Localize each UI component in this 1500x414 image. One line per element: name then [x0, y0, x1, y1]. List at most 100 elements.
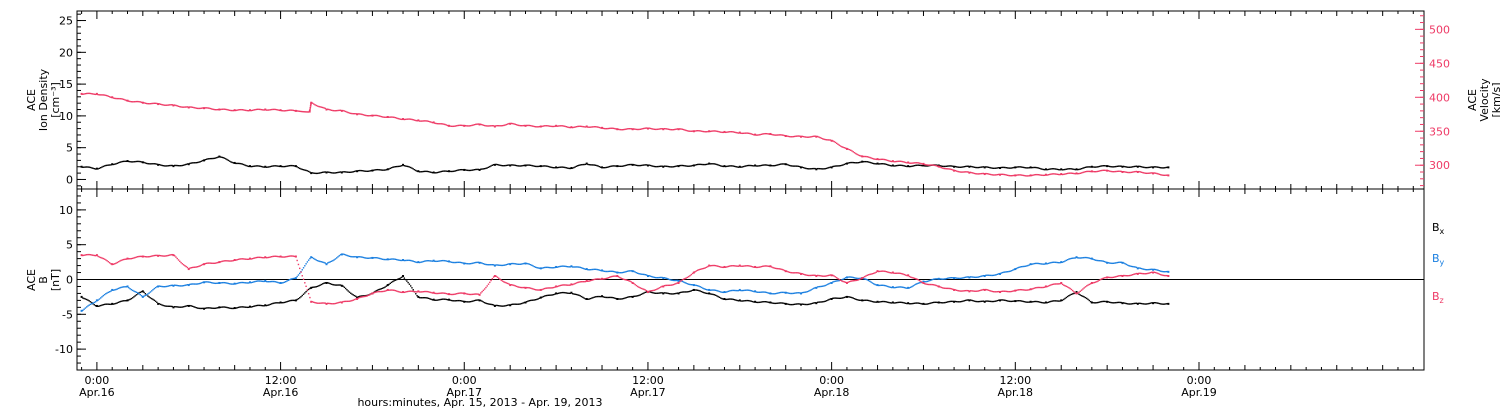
- By-point: [1110, 262, 1112, 264]
- velocity-point: [413, 119, 416, 121]
- density-point: [904, 165, 907, 167]
- Bx-point: [588, 298, 590, 300]
- By-point: [941, 278, 944, 280]
- By-point: [978, 276, 981, 278]
- density-point: [228, 160, 231, 162]
- By-point: [708, 288, 711, 291]
- density-point: [362, 170, 365, 172]
- Bx-point: [642, 292, 644, 295]
- density-point: [1028, 167, 1031, 169]
- velocity-point: [1125, 171, 1127, 173]
- Bx-point: [994, 300, 996, 303]
- Bx-point: [499, 305, 501, 307]
- velocity-point: [833, 140, 835, 143]
- Bz-point: [709, 265, 712, 267]
- By-point: [823, 285, 825, 287]
- By-point: [1147, 268, 1149, 271]
- density-point: [299, 167, 301, 170]
- velocity-point: [493, 125, 496, 128]
- Bz-point: [1142, 272, 1144, 275]
- Bz-point: [920, 280, 922, 283]
- Bx-point: [1149, 302, 1152, 304]
- Bz-point: [564, 284, 566, 286]
- density-point: [240, 163, 242, 165]
- legend-bz-subscript: z: [1440, 296, 1444, 305]
- density-point: [781, 163, 783, 165]
- Bz-point: [330, 303, 333, 305]
- velocity-point: [267, 109, 269, 111]
- density-point: [1115, 165, 1117, 168]
- velocity-point: [278, 109, 281, 112]
- velocity-point: [617, 128, 620, 131]
- Bx-point: [827, 299, 829, 301]
- Bx-point: [1093, 302, 1096, 304]
- By-point: [847, 276, 849, 278]
- By-point: [513, 262, 515, 265]
- Bz-point: [478, 293, 481, 296]
- Bx-point: [471, 300, 473, 303]
- density-point: [1003, 166, 1005, 169]
- Bz-point: [620, 277, 622, 279]
- Bz-point: [277, 255, 279, 258]
- By-point: [1123, 262, 1125, 264]
- density-point: [218, 155, 221, 158]
- Bx-point: [200, 307, 203, 310]
- Bz-point: [957, 289, 959, 292]
- density-point: [1008, 167, 1010, 169]
- density-point: [671, 166, 673, 168]
- By-point: [973, 276, 976, 278]
- By-point: [571, 266, 574, 268]
- Bz-point: [626, 279, 629, 281]
- velocity-point: [241, 109, 244, 111]
- Bz-point: [259, 256, 261, 259]
- density-point: [186, 163, 189, 165]
- Bz-point: [560, 284, 562, 286]
- Bx-point: [1010, 300, 1013, 303]
- Bx-point: [491, 303, 494, 306]
- By-point: [1144, 268, 1147, 271]
- Bx-point: [209, 307, 212, 309]
- velocity-point: [769, 132, 772, 135]
- density-point: [969, 165, 972, 168]
- Bz-point: [1084, 286, 1087, 288]
- velocity-point: [1049, 173, 1051, 176]
- Bx-point: [962, 300, 964, 302]
- Bx-point: [85, 298, 88, 301]
- Bx-point: [1063, 298, 1065, 301]
- Bx-point: [163, 305, 166, 307]
- density-point: [982, 166, 985, 168]
- density-point: [1152, 166, 1155, 169]
- Bx-point: [980, 300, 982, 303]
- density-point: [708, 162, 711, 165]
- velocity-point: [85, 92, 88, 95]
- By-point: [983, 275, 986, 278]
- velocity-point: [957, 170, 959, 173]
- By-point: [248, 281, 251, 284]
- density-point: [899, 164, 902, 166]
- Bx-point: [1126, 303, 1129, 305]
- velocity-point: [725, 131, 727, 134]
- Bz-point: [737, 265, 740, 267]
- velocity-point: [515, 124, 518, 126]
- Bz-point: [869, 273, 871, 276]
- Bz-point: [473, 293, 476, 295]
- velocity-point: [949, 168, 951, 170]
- Bz-point: [815, 275, 818, 278]
- Bx-point: [447, 298, 450, 301]
- Bx-point: [509, 304, 512, 307]
- density-point: [910, 165, 912, 168]
- density-point: [924, 165, 926, 167]
- Bz-point: [852, 280, 855, 282]
- By-point: [1008, 270, 1010, 273]
- velocity-point: [1022, 174, 1024, 177]
- By-point: [782, 291, 784, 294]
- Bz-point: [276, 255, 278, 258]
- Bx-point: [668, 293, 671, 295]
- Bz-point: [309, 296, 311, 299]
- Bx-point: [731, 298, 733, 300]
- By-point: [311, 256, 314, 259]
- Bz-point: [619, 276, 621, 279]
- Bz-point: [534, 289, 537, 291]
- Bz-point: [881, 270, 884, 272]
- density-point: [980, 166, 982, 168]
